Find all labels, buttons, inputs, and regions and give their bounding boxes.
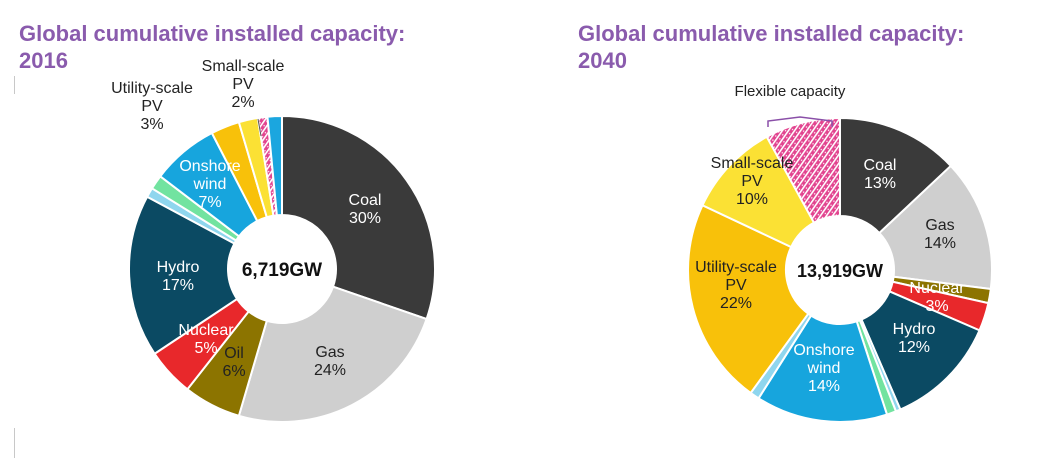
slice-label-line: Onshore — [179, 158, 240, 175]
slice-label-line: Utility-scale — [111, 80, 193, 97]
slice-label-small-scale-pv: Small-scale PV 2% — [202, 58, 285, 111]
slice-gas — [877, 164, 993, 291]
slice-label-line: 3% — [140, 116, 163, 133]
slice-flexible-capacity — [765, 116, 841, 225]
slice-label-line: Small-scale — [711, 155, 794, 172]
slice-label-line: Coal — [864, 157, 897, 174]
slice-label-line: Gas — [925, 217, 954, 234]
slice-label-line: Utility-scale — [695, 259, 777, 276]
divider-mark — [14, 76, 15, 94]
divider-mark — [14, 428, 15, 458]
slice-label-line: PV — [741, 173, 763, 190]
slice-label-utility-scale-pv: Utility-scale PV 22% — [695, 259, 777, 312]
slice-utility-scale-pv — [687, 203, 810, 395]
slice-coal — [839, 116, 953, 235]
center-total-label: 6,719GW — [242, 260, 322, 281]
chart-title-2016: Global cumulative installed capacity: 20… — [19, 20, 499, 74]
slice-coal — [281, 114, 436, 321]
chart-title-year: 2040 — [578, 48, 627, 73]
slice-label-coal: Coal 30% — [349, 192, 382, 227]
slice-label-line: Gas — [315, 344, 344, 361]
slice-onshore-wind — [757, 314, 889, 423]
slice-label-line: 30% — [349, 210, 381, 227]
chart-title-line1: Global cumulative installed capacity: — [578, 21, 965, 46]
slice-label-nuclear: Nuclear 3% — [909, 280, 965, 315]
slice-label-onshore-wind: Onshore wind 7% — [179, 158, 240, 211]
slice-label-line: 7% — [198, 194, 221, 211]
slice-gas — [237, 285, 428, 423]
chart-title-year: 2016 — [19, 48, 68, 73]
slice-label-line: 24% — [314, 362, 346, 379]
center-total-label: 13,919GW — [797, 261, 883, 281]
chart-title-2040: Global cumulative installed capacity: 20… — [578, 20, 1038, 74]
slice-label-gas: Gas 24% — [314, 344, 346, 379]
slice-label-line: 14% — [924, 235, 956, 252]
slice-label-line: 12% — [898, 339, 930, 356]
slice-label-small-scale-pv: Small-scale PV 10% — [711, 155, 794, 208]
slice-offshore-wind — [266, 114, 283, 217]
slice-label-line: 13% — [864, 175, 896, 192]
slice-label-line: PV — [232, 76, 254, 93]
slice-label-hydro: Hydro 12% — [893, 321, 936, 356]
slice-label-line: PV — [141, 98, 163, 115]
slice-label-line: Onshore — [793, 342, 854, 359]
slice-label-onshore-wind: Onshore wind 14% — [793, 342, 854, 395]
flexible-capacity-label: Flexible capacity — [735, 83, 846, 100]
slice-label-coal: Coal 13% — [864, 157, 897, 192]
slice-hydro — [860, 290, 981, 411]
slice-label-line: 3% — [925, 298, 948, 315]
slice-label-line: Small-scale — [202, 58, 285, 75]
slice-label-line: 5% — [194, 340, 217, 357]
slice-label-nuclear: Nuclear 5% — [178, 322, 234, 357]
slice-label-oil: Oil 6% — [222, 345, 245, 380]
slice-label-gas: Gas 14% — [924, 217, 956, 252]
slice-label-line: 17% — [162, 277, 194, 294]
slice-label-line: Nuclear — [178, 322, 234, 339]
slice-label-line: 10% — [736, 191, 768, 208]
slice-label-line: 14% — [808, 378, 840, 395]
flexible-capacity-bracket — [767, 116, 833, 127]
slice-label-line: wind — [807, 360, 841, 377]
slice-label-hydro: Hydro 17% — [157, 259, 200, 294]
slice-label-line: Nuclear — [909, 280, 965, 297]
slice-label-line: Coal — [349, 192, 382, 209]
slice-label-line: Hydro — [893, 321, 936, 338]
slice-label-line: wind — [193, 176, 227, 193]
slice-label-line: PV — [725, 277, 747, 294]
leader-line — [257, 118, 262, 137]
slice-label-utility-scale-pv: Utility-scale PV 3% — [111, 80, 193, 133]
chart-title-line1: Global cumulative installed capacity: — [19, 21, 406, 46]
slice-label-line: 2% — [231, 94, 254, 111]
slice-label-line: 6% — [222, 363, 245, 380]
slice-label-line: Oil — [224, 345, 244, 362]
slice-label-line: Hydro — [157, 259, 200, 276]
slice-hydro — [128, 195, 239, 356]
slice-label-line: 22% — [720, 295, 752, 312]
